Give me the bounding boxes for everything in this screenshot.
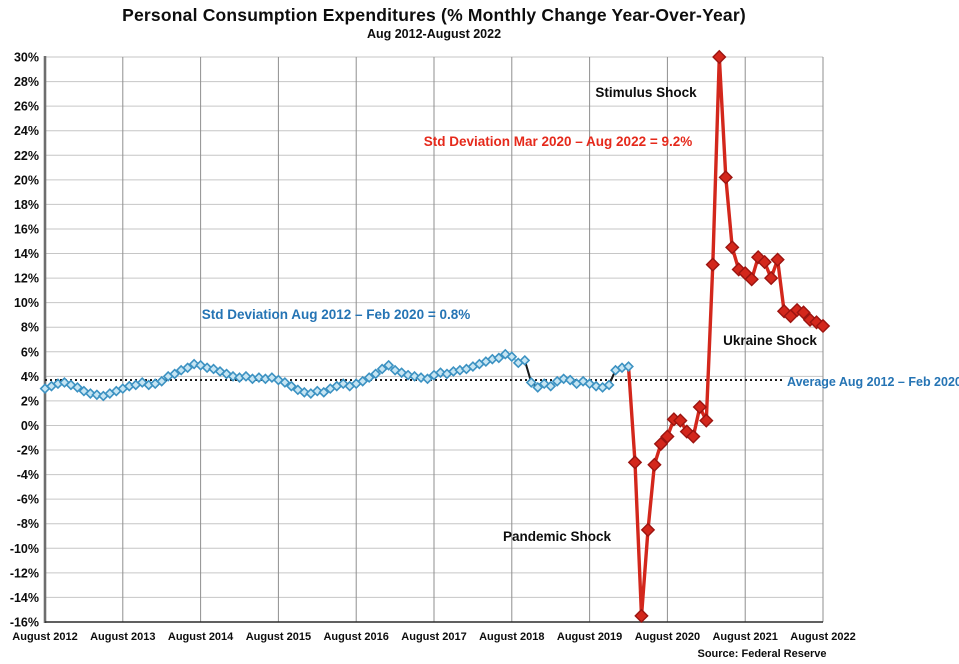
svg-text:2%: 2% — [21, 394, 39, 408]
svg-text:-16%: -16% — [10, 616, 39, 630]
annotation-average-line-label: Average Aug 2012 – Feb 2020 — [787, 375, 959, 389]
svg-text:August 2012: August 2012 — [12, 631, 77, 643]
svg-text:August 2016: August 2016 — [323, 631, 388, 643]
svg-text:August 2022: August 2022 — [790, 631, 855, 643]
svg-text:-10%: -10% — [10, 542, 39, 556]
svg-text:16%: 16% — [14, 222, 39, 236]
svg-text:-8%: -8% — [17, 517, 39, 531]
svg-text:22%: 22% — [14, 149, 39, 163]
page-title: Personal Consumption Expenditures (% Mon… — [122, 5, 746, 25]
svg-text:24%: 24% — [14, 124, 39, 138]
svg-text:8%: 8% — [21, 321, 39, 335]
svg-text:-2%: -2% — [17, 444, 39, 458]
annotation-ukraine-shock: Ukraine Shock — [723, 333, 817, 348]
svg-text:28%: 28% — [14, 75, 39, 89]
svg-text:August 2019: August 2019 — [557, 631, 622, 643]
annotation-pandemic-shock: Pandemic Shock — [502, 529, 612, 544]
annotation-std-dev-red: Std Deviation Mar 2020 – Aug 2022 = 9.2% — [423, 134, 693, 149]
pre-pandemic-series-markers — [39, 348, 634, 402]
svg-text:August 2015: August 2015 — [246, 631, 311, 643]
svg-text:August 2020: August 2020 — [635, 631, 700, 643]
svg-text:-14%: -14% — [10, 591, 39, 605]
svg-text:August 2014: August 2014 — [168, 631, 234, 643]
svg-text:-4%: -4% — [17, 468, 39, 482]
page-subtitle: Aug 2012-August 2022 — [366, 27, 502, 41]
svg-text:0%: 0% — [21, 419, 39, 433]
annotation-stimulus-shock: Stimulus Shock — [595, 85, 697, 100]
svg-text:4%: 4% — [21, 370, 39, 384]
svg-text:30%: 30% — [14, 51, 39, 65]
svg-text:August 2013: August 2013 — [90, 631, 155, 643]
svg-text:12%: 12% — [14, 272, 39, 286]
svg-text:6%: 6% — [21, 345, 39, 359]
pandemic-series-markers — [627, 49, 831, 624]
svg-text:August 2018: August 2018 — [479, 631, 544, 643]
annotation-std-dev-blue: Std Deviation Aug 2012 – Feb 2020 = 0.8% — [201, 307, 471, 322]
svg-text:14%: 14% — [14, 247, 39, 261]
svg-text:August 2017: August 2017 — [401, 631, 466, 643]
svg-text:-6%: -6% — [17, 493, 39, 507]
source-credit: Source: Federal Reserve — [697, 648, 827, 660]
svg-text:18%: 18% — [14, 198, 39, 212]
svg-text:10%: 10% — [14, 296, 39, 310]
svg-text:20%: 20% — [14, 173, 39, 187]
svg-text:August 2021: August 2021 — [712, 631, 777, 643]
svg-text:26%: 26% — [14, 100, 39, 114]
svg-text:-12%: -12% — [10, 566, 39, 580]
